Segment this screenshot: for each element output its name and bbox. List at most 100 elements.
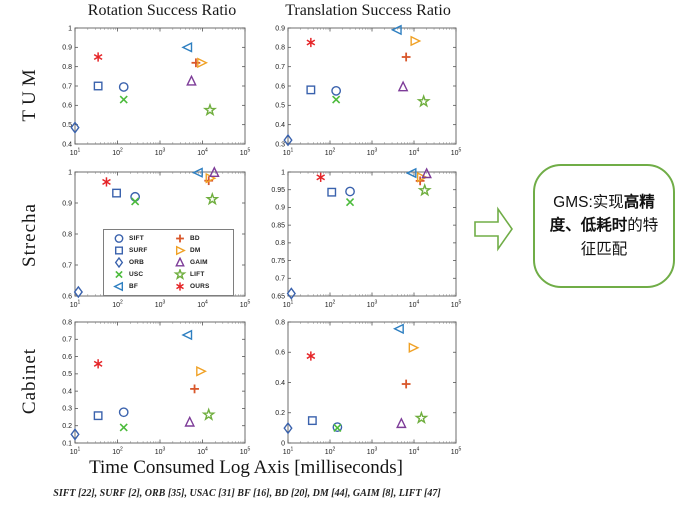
marker-gaim	[396, 417, 407, 429]
svg-text:0.4: 0.4	[275, 380, 285, 387]
marker-gaim	[397, 80, 409, 92]
legend-item-sift: SIFT	[111, 233, 172, 244]
marker-usc	[119, 95, 128, 104]
axes: 0.4 0.5 0.6 0.7 0.8 0.9 1 101 102 103 104 105	[62, 25, 250, 157]
bf-marker-icon	[113, 281, 124, 292]
svg-text:0.95: 0.95	[271, 187, 285, 194]
svg-text:105: 105	[451, 300, 462, 310]
marker-gaim	[184, 415, 196, 427]
legend-item-ours: OURS	[172, 281, 233, 292]
legend-item-label: SIFT	[129, 235, 144, 242]
marker-usc	[333, 423, 342, 432]
ours-marker-icon	[176, 282, 184, 291]
legend-item-dm: DM	[172, 245, 233, 256]
svg-text:104: 104	[409, 300, 420, 310]
svg-text:0.7: 0.7	[275, 276, 285, 283]
callout-box: GMS:实现高精度、低耗时的特征匹配	[533, 164, 675, 288]
svg-text:103: 103	[367, 447, 378, 457]
arrow-right-icon	[474, 206, 513, 252]
marker-sift	[332, 422, 343, 432]
svg-text:0.75: 0.75	[271, 258, 285, 265]
marker-orb	[283, 133, 293, 147]
legend: SIFT SURF ORB USC BF BD DM GAIM LIFT OURS	[103, 229, 234, 296]
svg-text:104: 104	[409, 148, 420, 158]
marker-lift	[205, 191, 220, 206]
svg-text:101: 101	[70, 148, 81, 158]
marker-usc	[131, 197, 140, 206]
svg-text:101: 101	[70, 447, 81, 457]
marker-lift	[201, 407, 216, 421]
legend-item-label: BD	[190, 235, 200, 242]
svg-text:102: 102	[325, 300, 336, 310]
svg-text:0.7: 0.7	[62, 337, 72, 344]
marker-bd	[190, 384, 199, 394]
svg-text:0.85: 0.85	[271, 222, 285, 229]
svg-text:103: 103	[367, 148, 378, 158]
marker-surf	[306, 85, 316, 95]
orb-marker-icon	[114, 257, 124, 268]
chart-cabinet-rotation: 0.1 0.2 0.3 0.4 0.5 0.6 0.7 0.8 101 102 103 104 105	[41, 314, 253, 470]
svg-text:0.6: 0.6	[62, 103, 72, 110]
gaim-marker	[175, 257, 185, 267]
svg-text:102: 102	[112, 148, 123, 158]
cabinet-rotation-plot: 0.1 0.2 0.3 0.4 0.5 0.6 0.7 0.8 101 102 103 104 105	[62, 319, 251, 457]
marker-usc	[345, 198, 355, 207]
svg-text:101: 101	[283, 148, 294, 158]
callout-text-normal: 的特征匹配	[580, 217, 659, 258]
svg-text:105: 105	[240, 447, 251, 457]
callout-text: GMS:实现高精度、低耗时的特征匹配	[544, 191, 664, 261]
legend-item-lift: LIFT	[172, 269, 233, 280]
marker-bf	[191, 167, 203, 178]
marker-surf	[307, 416, 317, 426]
tum-translation-plot: 0.3 0.4 0.5 0.6 0.7 0.8 0.9 101 102 103 104 105	[275, 24, 462, 158]
legend-item-bd: BD	[172, 233, 233, 244]
svg-text:101: 101	[283, 300, 294, 310]
usc-marker-icon	[115, 270, 123, 279]
axes: 0.65 0.7 0.75 0.8 0.85 0.9 0.95 1 101 102 103 104 10…	[271, 169, 461, 309]
svg-text:0.6: 0.6	[275, 350, 285, 357]
cabinet-translation-plot: 0 0.2 0.4 0.6 0.8 101 102 103 104 105	[275, 319, 461, 456]
legend-item-gaim: GAIM	[172, 257, 233, 268]
marker-sift	[118, 82, 129, 92]
svg-text:103: 103	[155, 300, 166, 310]
svg-text:102: 102	[112, 300, 123, 310]
dm-marker-icon	[175, 245, 186, 256]
marker-ours	[93, 359, 103, 369]
row-label-strecha: Strecha	[19, 203, 40, 267]
marker-ours	[306, 37, 316, 48]
legend-item-label: LIFT	[190, 271, 205, 278]
svg-text:0.3: 0.3	[62, 406, 72, 413]
lift-marker-icon	[173, 269, 187, 280]
svg-text:105: 105	[240, 148, 251, 158]
marker-gaim	[209, 166, 220, 178]
usc-marker	[115, 270, 123, 279]
references-footnote: SIFT [22], SURF [2], ORB [35], USAC [31]…	[53, 488, 441, 499]
svg-text:103: 103	[367, 300, 378, 310]
svg-text:0.8: 0.8	[62, 231, 72, 238]
callout-text-normal: GMS:实现	[553, 194, 624, 212]
marker-surf	[327, 187, 337, 197]
axes: 0 0.2 0.4 0.6 0.8 101 102 103 104 105	[275, 319, 461, 456]
strecha-translation-plot: 0.65 0.7 0.75 0.8 0.85 0.9 0.95 1 101 102 103 104 10…	[271, 167, 462, 309]
marker-ours	[306, 351, 316, 361]
chart-tum-rotation: 0.4 0.5 0.6 0.7 0.8 0.9 1 101 102 103 104 105	[41, 20, 253, 171]
svg-text:101: 101	[283, 447, 294, 457]
ours-marker	[176, 282, 184, 291]
svg-text:105: 105	[451, 447, 462, 457]
svg-text:103: 103	[155, 148, 166, 158]
marker-usc	[332, 95, 341, 104]
row-label-cabinet: Cabinet	[19, 347, 40, 415]
legend-item-label: ORB	[129, 259, 145, 266]
marker-bf	[390, 24, 402, 36]
svg-text:105: 105	[451, 148, 462, 158]
bf-marker	[113, 281, 124, 292]
legend-item-orb: ORB	[111, 257, 172, 268]
marker-lift	[414, 410, 429, 425]
legend-column: SIFT SURF ORB USC BF	[111, 233, 172, 292]
svg-text:0.9: 0.9	[275, 205, 285, 212]
marker-bd	[401, 52, 411, 62]
svg-text:102: 102	[325, 148, 336, 158]
svg-text:0: 0	[281, 440, 285, 447]
legend-item-label: OURS	[190, 283, 210, 290]
marker-ours	[102, 177, 111, 187]
